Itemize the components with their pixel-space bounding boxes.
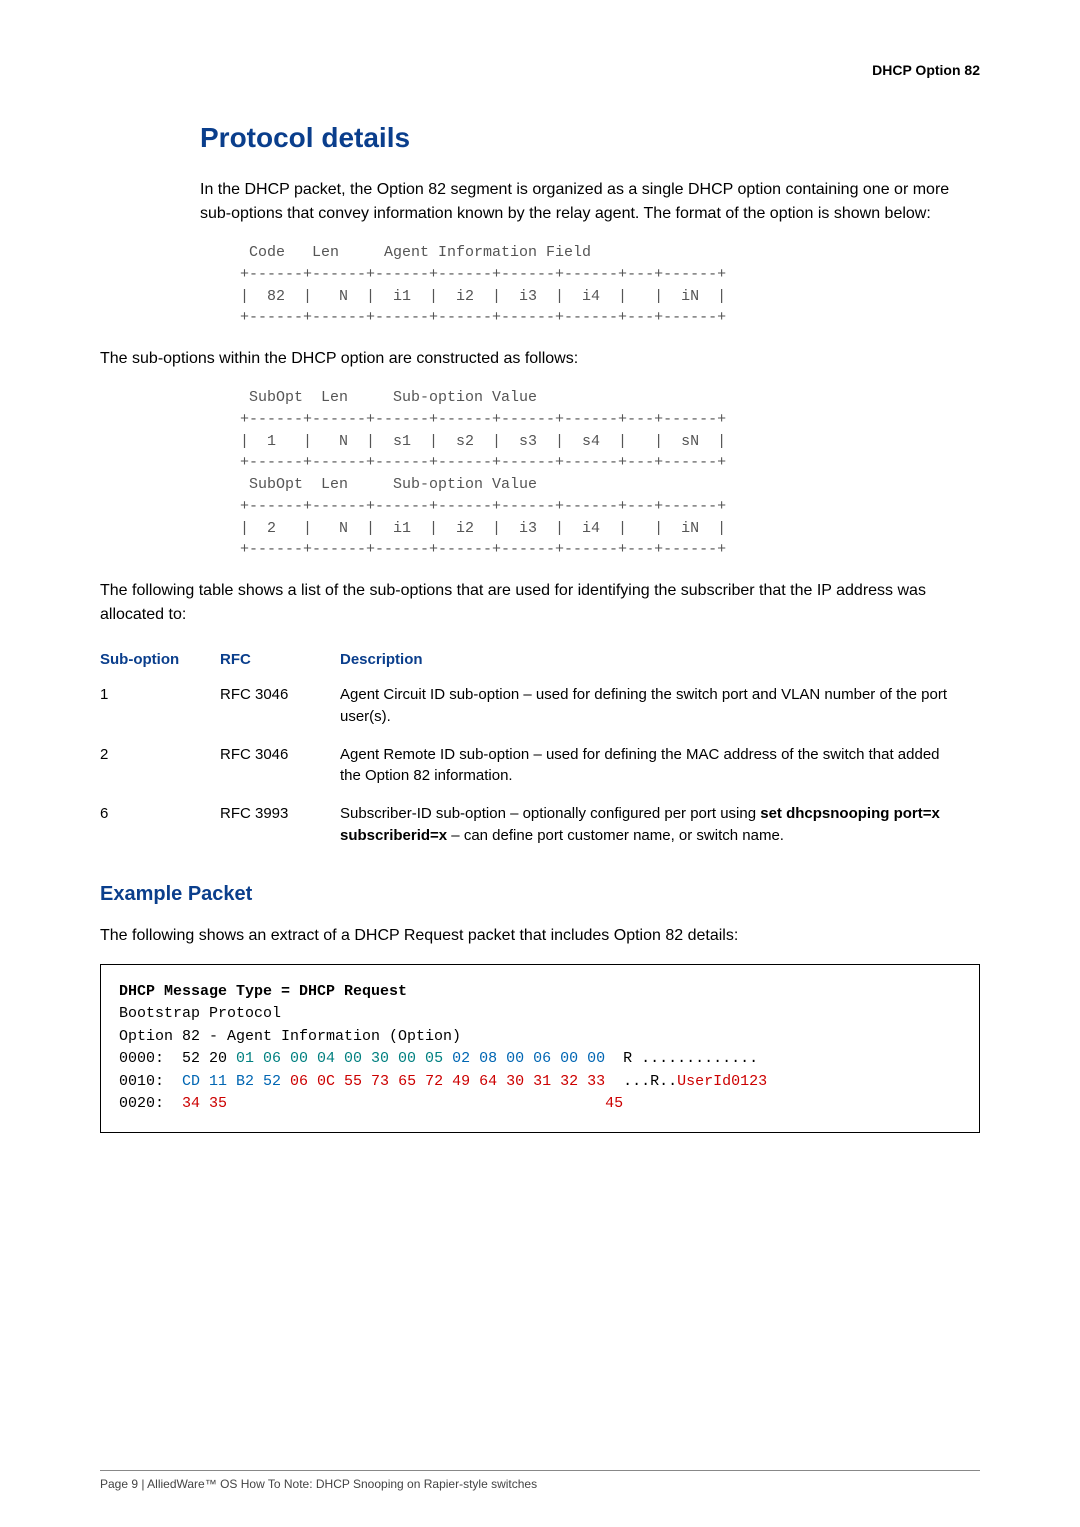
desc-text-post: – can define port customer name, or swit…	[447, 827, 784, 844]
packet-hex-prefix: 0020:	[119, 1095, 182, 1112]
cell-desc: Subscriber-ID sub-option – optionally co…	[340, 795, 980, 855]
example-intro: The following shows an extract of a DHCP…	[100, 924, 980, 948]
packet-hex-red: 06 0C 55 73 65 72 49 64 30 31 32 33	[290, 1073, 605, 1090]
packet-line-option82: Option 82 - Agent Information (Option)	[119, 1028, 461, 1045]
col-header-desc: Description	[340, 643, 980, 676]
packet-hex-prefix: 0010:	[119, 1073, 182, 1090]
cell-desc: Agent Remote ID sub-option – used for de…	[340, 736, 980, 796]
packet-ascii-suffix: R .............	[605, 1050, 758, 1067]
page-container: DHCP Option 82 Protocol details In the D…	[0, 0, 1080, 1527]
subopt-table: Sub-option RFC Description 1 RFC 3046 Ag…	[100, 643, 980, 855]
desc-text-pre: Subscriber-ID sub-option – optionally co…	[340, 805, 760, 822]
page-header-right: DHCP Option 82	[872, 62, 980, 78]
col-header-rfc: RFC	[220, 643, 340, 676]
content-block: Protocol details In the DHCP packet, the…	[200, 122, 980, 1133]
subsection-title: Example Packet	[100, 883, 980, 906]
cell-subopt: 6	[100, 795, 220, 855]
packet-line-title: DHCP Message Type = DHCP Request	[119, 983, 407, 1000]
packet-hex-blue: CD 11 B2 52	[182, 1073, 290, 1090]
footer-text: Page 9 | AlliedWare™ OS How To Note: DHC…	[100, 1477, 537, 1491]
intro-paragraph-3: The following table shows a list of the …	[100, 579, 980, 627]
cell-rfc: RFC 3046	[220, 736, 340, 796]
table-row: 6 RFC 3993 Subscriber-ID sub-option – op…	[100, 795, 980, 855]
packet-line-bootstrap: Bootstrap Protocol	[119, 1005, 281, 1022]
intro-paragraph-2: The sub-options within the DHCP option a…	[100, 347, 980, 371]
packet-spacer	[227, 1095, 605, 1112]
packet-ascii-red: UserId0123	[677, 1073, 767, 1090]
ascii-diagram-option: Code Len Agent Information Field +------…	[240, 242, 980, 329]
cell-desc: Agent Circuit ID sub-option – used for d…	[340, 676, 980, 736]
table-row: 2 RFC 3046 Agent Remote ID sub-option – …	[100, 736, 980, 796]
cell-rfc: RFC 3046	[220, 676, 340, 736]
table-row: 1 RFC 3046 Agent Circuit ID sub-option –…	[100, 676, 980, 736]
ascii-diagram-subopt: SubOpt Len Sub-option Value +------+----…	[240, 387, 980, 561]
table-header-row: Sub-option RFC Description	[100, 643, 980, 676]
packet-ascii-red: 45	[605, 1095, 623, 1112]
section-title: Protocol details	[200, 122, 980, 154]
packet-hex-blue: 02 08 00 06 00 00	[452, 1050, 605, 1067]
packet-hex-prefix: 0000: 52 20	[119, 1050, 236, 1067]
packet-ascii-suffix: ...R..	[605, 1073, 677, 1090]
page-footer: Page 9 | AlliedWare™ OS How To Note: DHC…	[100, 1470, 980, 1491]
packet-hex-red: 34 35	[182, 1095, 227, 1112]
packet-hex-teal: 01 06 00 04 00 30 00 05	[236, 1050, 452, 1067]
cell-subopt: 1	[100, 676, 220, 736]
packet-dump-box: DHCP Message Type = DHCP Request Bootstr…	[100, 964, 980, 1133]
intro-paragraph-1: In the DHCP packet, the Option 82 segmen…	[200, 178, 980, 226]
cell-subopt: 2	[100, 736, 220, 796]
cell-rfc: RFC 3993	[220, 795, 340, 855]
col-header-subopt: Sub-option	[100, 643, 220, 676]
